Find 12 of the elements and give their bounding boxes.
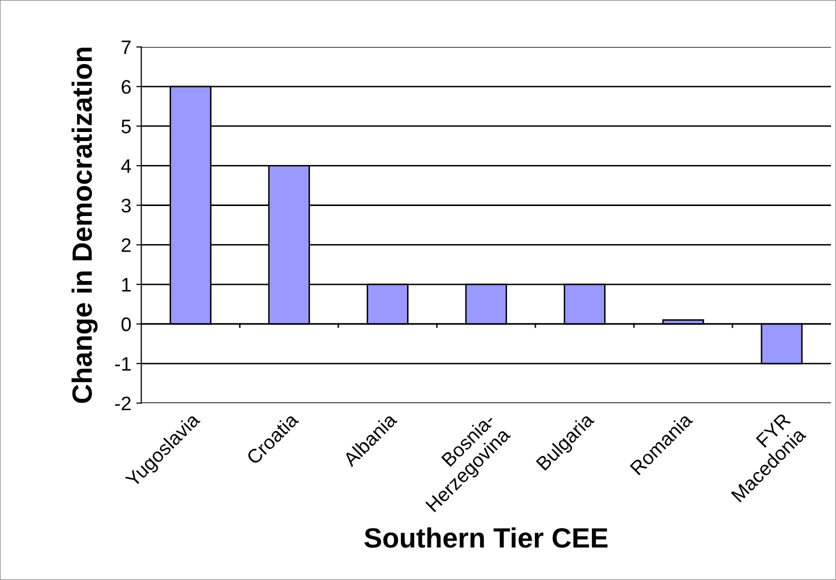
y-axis-title: Change in Democratization [72, 48, 98, 403]
y-tick-label: 7 [122, 40, 131, 54]
y-tick-label: -2 [115, 396, 131, 410]
y-tick-label: 0 [122, 317, 131, 332]
y-tick-label: 3 [121, 198, 131, 212]
x-axis-title: Southern Tier CEE [364, 527, 608, 548]
y-tick-label: 5 [122, 120, 131, 134]
y-tick-label: 2 [122, 238, 131, 252]
y-tick-label: 4 [121, 159, 131, 173]
y-tick-label: 6 [122, 80, 131, 94]
y-tick-label: -1 [115, 357, 131, 371]
y-tick-label: 1 [122, 278, 131, 292]
